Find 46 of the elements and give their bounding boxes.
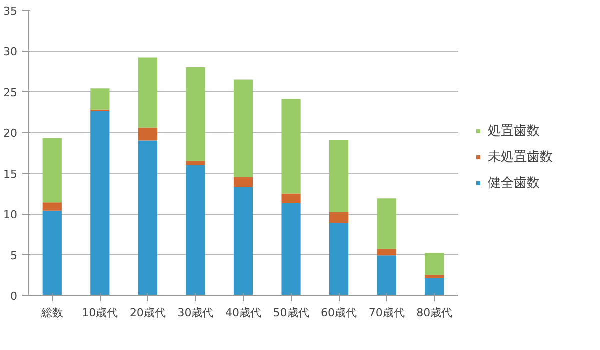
bar	[282, 99, 301, 194]
x-tick-label: 10歳代	[82, 306, 118, 320]
bar	[425, 253, 444, 276]
bar	[377, 249, 396, 256]
bar	[186, 165, 206, 296]
bar	[282, 203, 301, 296]
x-tick-label: 50歳代	[273, 306, 310, 320]
bar	[377, 198, 396, 250]
bar	[42, 202, 62, 211]
x-tick-label: 総数	[40, 306, 64, 320]
bar	[425, 275, 444, 278]
bar	[330, 140, 349, 212]
bar	[234, 187, 254, 296]
y-tick-label: 10	[4, 208, 18, 222]
x-tick-label: 70歳代	[368, 306, 405, 320]
y-tick-label: 0	[10, 290, 18, 303]
bar	[42, 138, 62, 203]
bar	[138, 140, 158, 296]
x-tick-label: 60歳代	[321, 306, 358, 320]
bar	[186, 68, 206, 162]
legend-label: 健全歯数	[488, 174, 540, 192]
y-tick-label: 35	[4, 5, 18, 18]
legend-label: 処置歯数	[488, 122, 540, 140]
bar	[138, 58, 158, 128]
bar	[90, 111, 110, 296]
bar	[90, 88, 110, 110]
bar	[330, 223, 349, 296]
y-tick-label: 15	[4, 168, 18, 181]
x-tick-label: 20歳代	[130, 306, 166, 320]
y-tick-label: 25	[4, 86, 18, 100]
x-tick-label: 80歳代	[416, 306, 453, 320]
bar	[186, 161, 206, 166]
bar	[138, 128, 158, 141]
legend-label: 未処置歯数	[488, 148, 553, 166]
y-tick-label: 5	[10, 249, 18, 262]
bar	[425, 278, 444, 296]
bar	[234, 80, 254, 178]
bar	[377, 256, 396, 296]
bar	[282, 194, 301, 204]
y-tick-label: 30	[4, 46, 18, 59]
bar	[330, 212, 349, 224]
bar	[42, 210, 62, 296]
x-tick-label: 40歳代	[226, 306, 262, 320]
bar	[234, 177, 254, 188]
y-tick-label: 20	[4, 127, 18, 140]
x-tick-label: 30歳代	[178, 306, 214, 320]
